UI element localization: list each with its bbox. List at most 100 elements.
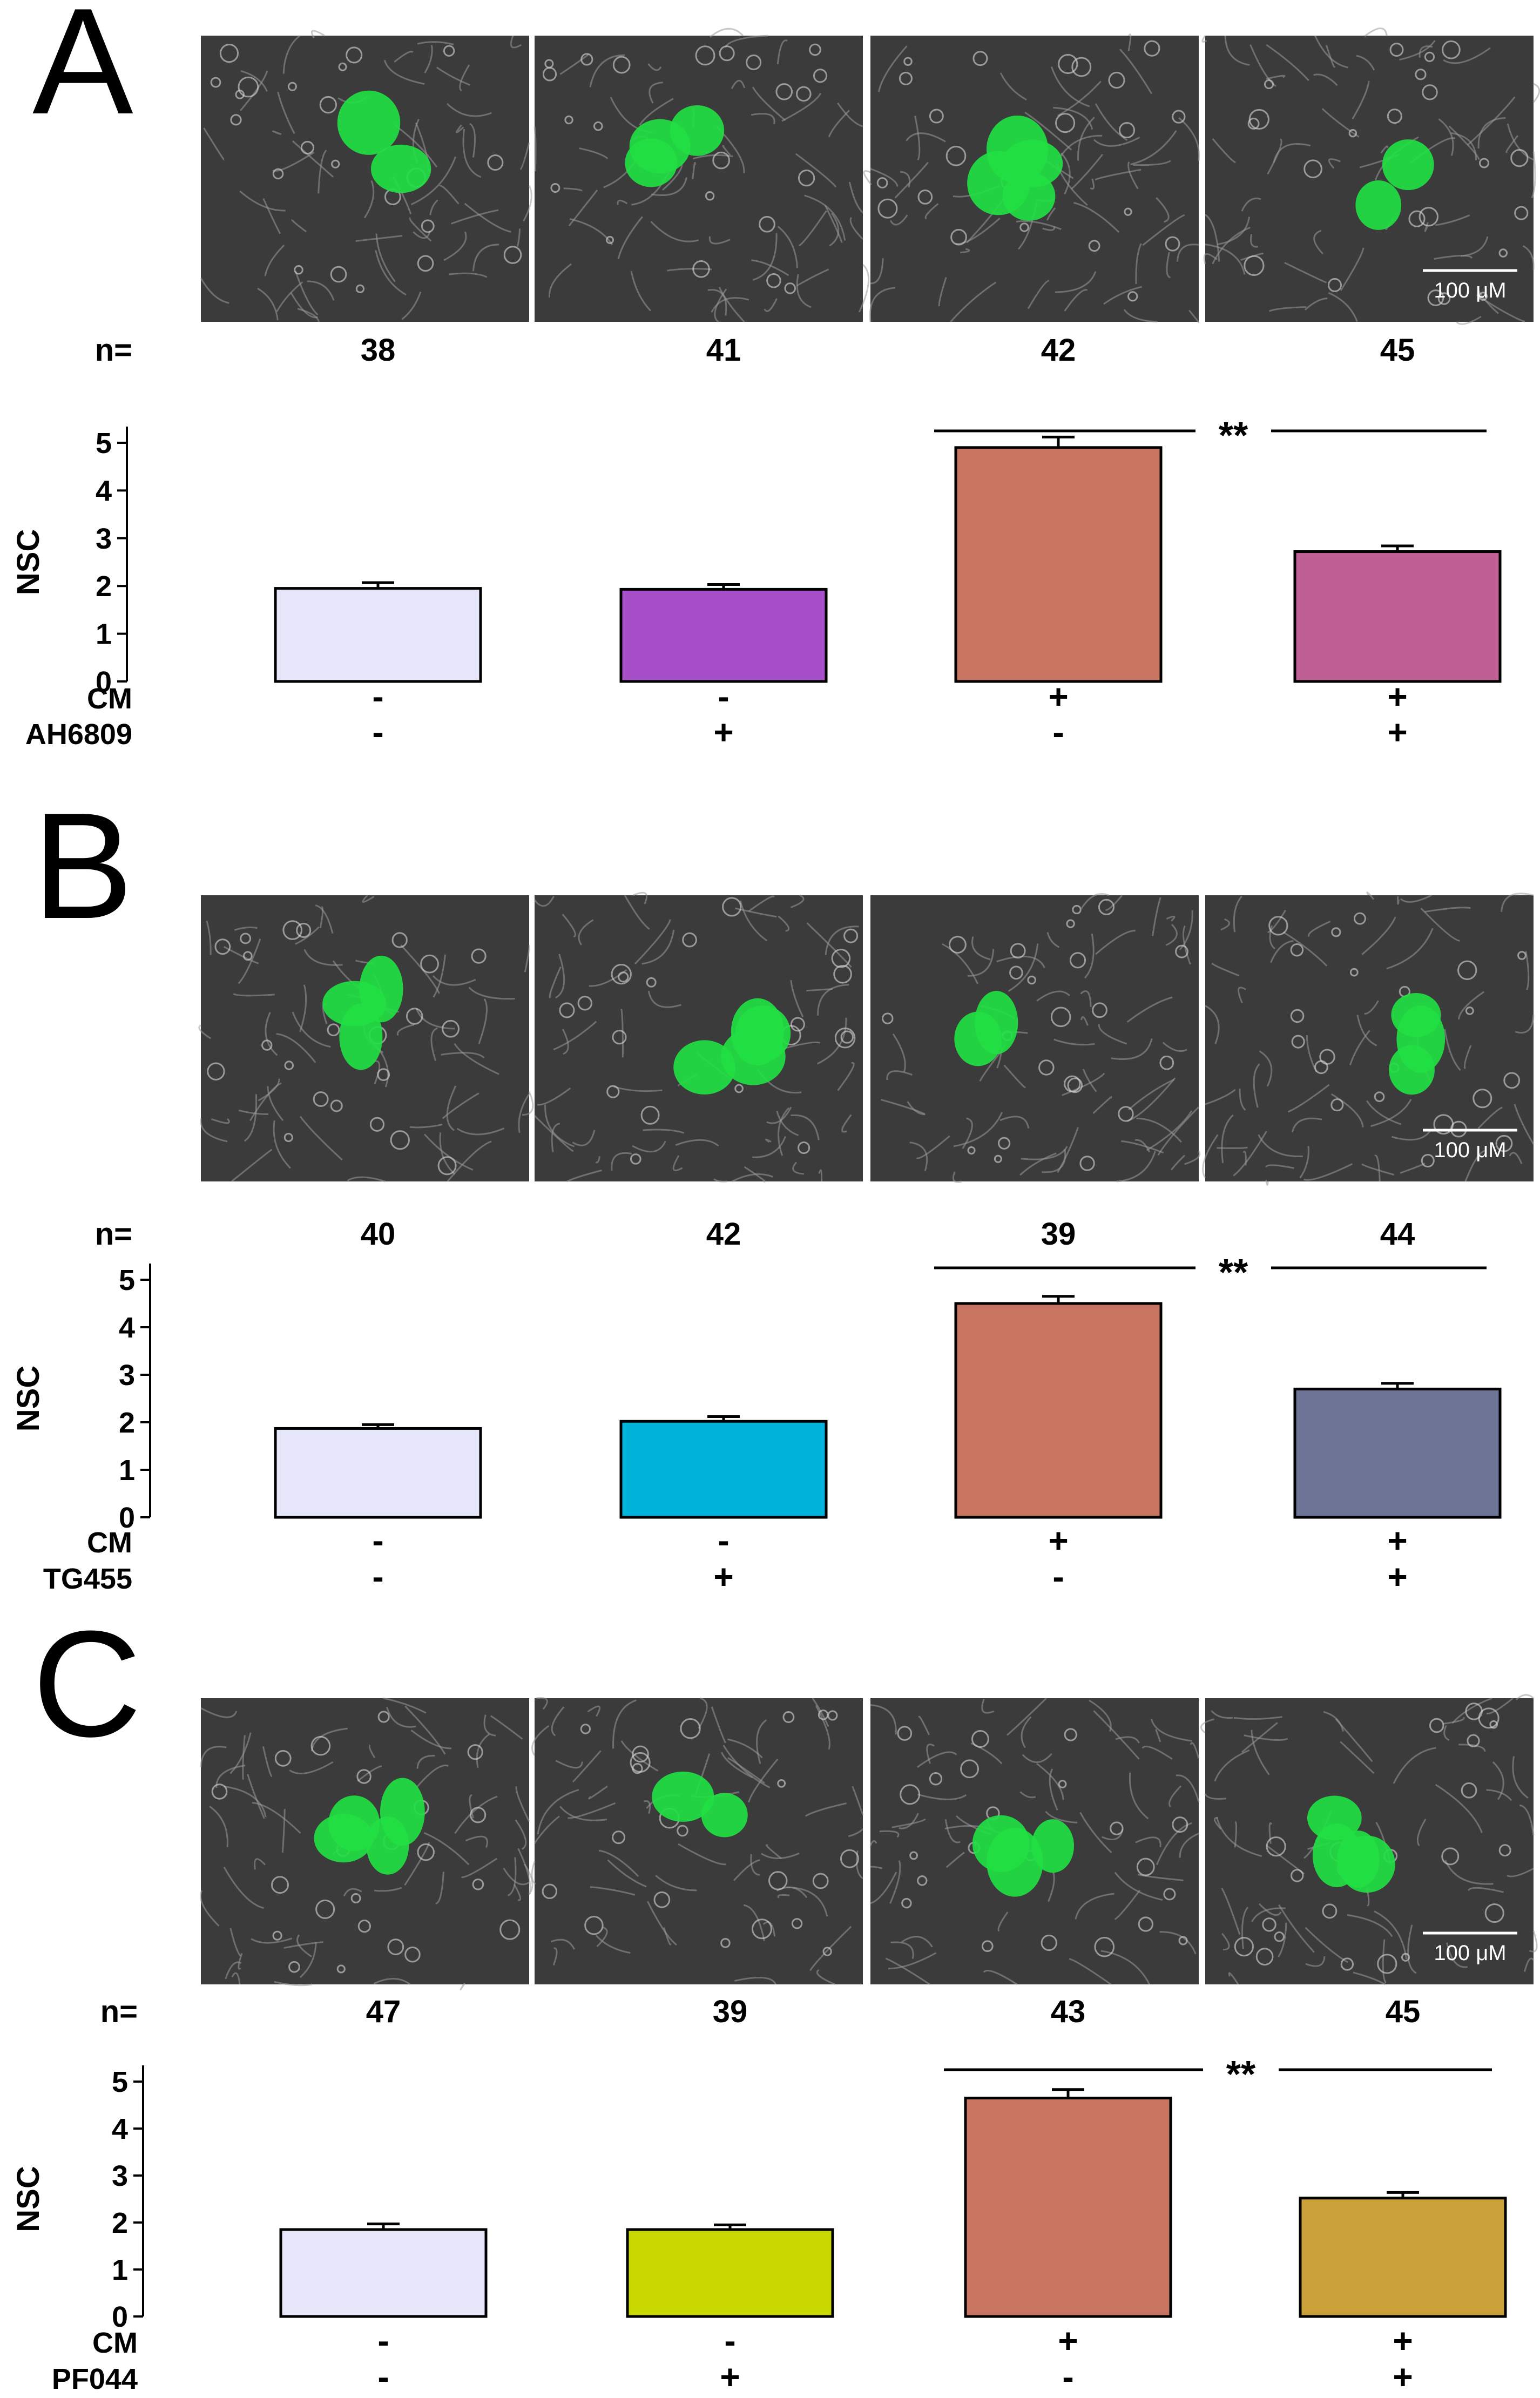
y-tick-label: 0 [96,666,112,698]
micrograph-bg [1205,895,1534,1181]
n-value: 44 [1380,1217,1415,1252]
membrane-line [1103,286,1143,305]
cell-vesicle [1094,1936,1115,1957]
membrane-line [274,1981,312,1987]
cell-vesicle [584,1916,604,1935]
cell-vesicle [677,1825,688,1837]
membrane-line [960,248,970,254]
membrane-line [983,1970,1018,1985]
membrane-line [1053,1038,1095,1046]
membrane-line [257,287,279,321]
cell-vesicle [722,897,742,917]
membrane-line [711,1706,726,1744]
membrane-line [267,1086,284,1122]
membrane-line [1098,1023,1127,1045]
cell-vesicle [1064,1728,1077,1741]
membrane-line [1133,160,1171,166]
membrane-line [1217,217,1251,246]
membrane-line [595,1156,600,1164]
condition-sign: - [377,2321,389,2360]
membrane-line [611,1152,632,1171]
membrane-line [469,123,476,158]
cell-vesicle [1172,1816,1188,1833]
membrane-line [1265,1180,1269,1186]
panel-letter: B [32,782,133,950]
membrane-line [1434,255,1473,260]
membrane-line [1203,253,1218,265]
membrane-line [386,1706,416,1728]
membrane-line [1092,1096,1112,1114]
condition-sign: - [718,1521,729,1560]
membrane-line [550,1938,575,1950]
membrane-line [1443,1029,1461,1071]
cell-vesicle [719,45,735,62]
cell-vesicle [840,1849,859,1868]
membrane-line [1027,280,1050,309]
membrane-line [806,988,833,992]
membrane-line [996,955,1045,968]
membrane-line [533,1115,574,1152]
y-axis-label: NSC [11,2166,46,2232]
membrane-line [1259,1050,1273,1087]
membrane-line [1130,130,1177,165]
membrane-line [1251,1907,1286,1922]
membrane-line [531,1725,550,1756]
membrane-line [1514,1104,1535,1145]
membrane-line [1458,1744,1486,1752]
cell-vesicle [1038,1059,1055,1076]
membrane-line [1019,1791,1036,1799]
membrane-line [1095,168,1142,181]
cell-vesicle [357,1920,371,1933]
condition-sign: + [720,2358,740,2396]
cell-vesicle [1071,57,1092,77]
membrane-line [234,927,258,931]
membrane-line [242,1735,246,1780]
micrograph-2 [531,1697,864,1985]
cell-vesicle [542,1883,558,1899]
cell-vesicle [1408,210,1426,227]
membrane-line [1477,1106,1503,1129]
membrane-line [1055,271,1097,293]
membrane-line [849,217,864,240]
membrane-line [647,1901,677,1946]
membrane-line [782,1041,821,1050]
membrane-line [1420,908,1460,942]
membrane-line [790,980,804,1018]
condition-sign: - [372,1521,383,1560]
membrane-line [1512,1756,1529,1799]
y-tick-label: 0 [112,2301,128,2333]
cell-vesicle [417,255,434,272]
membrane-line [310,30,325,38]
cell-vesicle [404,1946,421,1963]
y-tick-label: 5 [112,2066,128,2098]
cell-vesicle [1255,1948,1274,1966]
membrane-line [941,943,979,984]
micrograph-3 [870,893,1201,1183]
membrane-line [1364,1000,1379,1015]
micrograph-bg [535,36,863,322]
condition-sign: - [724,2321,735,2360]
cell-vesicle [1498,1844,1511,1857]
cell-vesicle [1473,1089,1492,1109]
cell-vesicle [1478,292,1488,301]
membrane-line [200,1746,227,1767]
y-axis-label: NSC [11,1366,46,1431]
membrane-line [460,1982,466,1990]
cell-vesicle [1066,919,1075,928]
cell-vesicle [782,1711,795,1723]
membrane-line [396,1024,415,1036]
condition-sign: - [1062,2358,1073,2396]
membrane-line [735,907,777,918]
membrane-line [454,1795,498,1834]
membrane-line [889,1860,901,1904]
membrane-line [1048,1872,1055,1902]
membrane-line [1284,262,1327,283]
cell-vesicle [1514,206,1529,220]
cell-vesicle [1433,1114,1454,1135]
membrane-line [1090,178,1095,190]
membrane-line [239,190,286,212]
membrane-line [617,216,643,260]
cell-vesicle [948,936,967,954]
membrane-line [1238,987,1246,1003]
